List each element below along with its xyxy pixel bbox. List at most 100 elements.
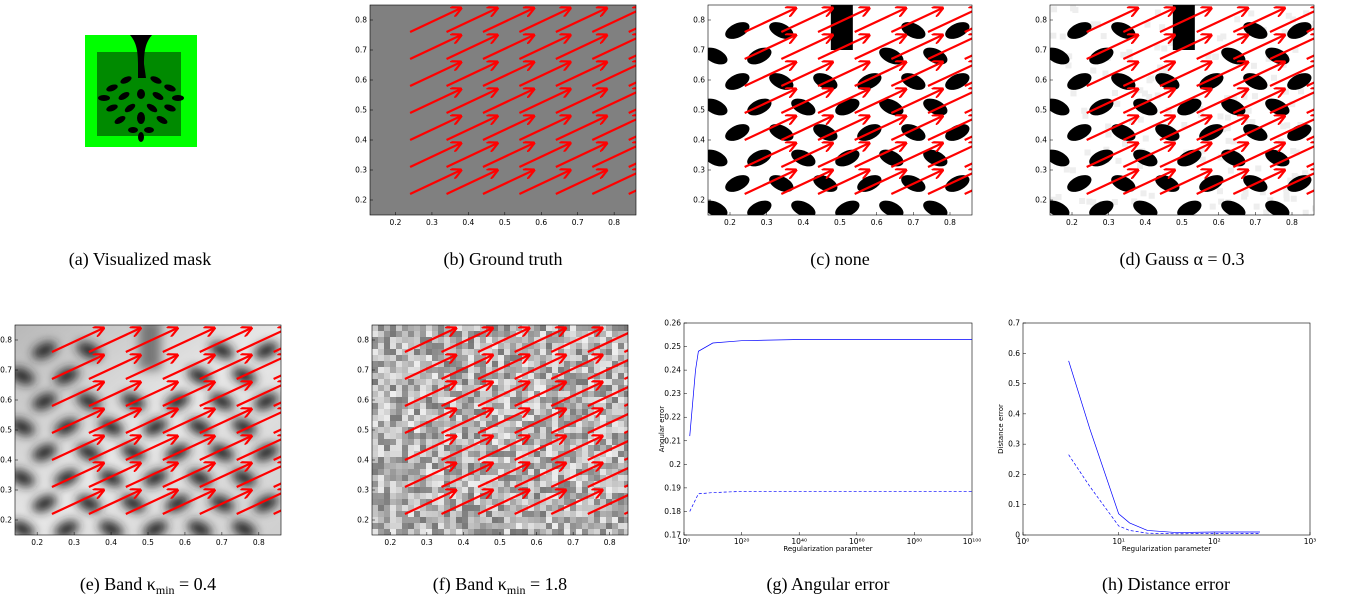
pixel [534, 385, 540, 391]
pixel [528, 349, 534, 355]
pixel [504, 463, 510, 469]
pixel [582, 499, 588, 505]
arrow [199, 490, 252, 515]
pixel [438, 505, 444, 511]
pixel [504, 529, 510, 535]
pixel [588, 373, 594, 379]
pixel [456, 505, 462, 511]
pixel [618, 397, 624, 403]
arrow [1086, 62, 1138, 87]
pixel [546, 337, 552, 343]
arrow [744, 143, 796, 168]
pixel [384, 451, 390, 457]
pixel [546, 391, 552, 397]
pixel [420, 505, 426, 511]
arrow [1122, 116, 1174, 141]
pixel [426, 409, 432, 415]
pixel [516, 349, 522, 355]
y-tick-label: 0.6 [0, 396, 12, 405]
noise [1217, 154, 1224, 161]
pixel [462, 469, 468, 475]
pixel [570, 445, 576, 451]
pixel [582, 391, 588, 397]
pixel [522, 421, 528, 427]
pixel [528, 415, 534, 421]
pixel [390, 379, 396, 385]
pixel [396, 451, 402, 457]
arrow [514, 409, 566, 434]
pixel [390, 421, 396, 427]
pixel [390, 505, 396, 511]
pixel [396, 397, 402, 403]
y-tick-label: 0.7 [355, 46, 367, 55]
y-tick-label: 0.7 [693, 46, 705, 55]
pixel [450, 445, 456, 451]
noise [1283, 185, 1290, 192]
pixel [384, 373, 390, 379]
pixel [474, 331, 480, 337]
line-series [1068, 360, 1260, 533]
pixel [498, 505, 504, 511]
pixel [378, 415, 384, 421]
pixel [498, 337, 504, 343]
arrow [446, 143, 498, 168]
pixel [504, 403, 510, 409]
noise [1072, 6, 1079, 13]
pixel [504, 493, 510, 499]
pixel [408, 349, 414, 355]
pixel [408, 325, 414, 331]
y-tick-label: 0.5 [1035, 106, 1047, 115]
x-tick-label: 0.3 [426, 218, 438, 227]
pixel [474, 361, 480, 367]
pixel [510, 433, 516, 439]
pixel [480, 343, 486, 349]
pixel [372, 385, 378, 391]
pixel [516, 475, 522, 481]
y-tick-label: 0.4 [355, 136, 367, 145]
noise [1111, 90, 1118, 97]
pixel [576, 385, 582, 391]
pixel [612, 397, 618, 403]
pixel [468, 337, 474, 343]
caption: (e) Band κmin = 0.4 [80, 574, 216, 597]
pixel [426, 343, 432, 349]
pixel [570, 325, 576, 331]
x-tick-label: 0.6 [531, 538, 543, 547]
pixel [432, 349, 438, 355]
noise [1121, 140, 1128, 147]
blob [1221, 200, 1246, 215]
pixel [450, 373, 456, 379]
pixel [504, 481, 510, 487]
y-tick-label: 0.2 [357, 516, 369, 525]
pixel [558, 361, 564, 367]
pixel [564, 385, 570, 391]
y-tick-label: 0.2 [669, 460, 681, 469]
pixel [492, 493, 498, 499]
blob [1089, 200, 1114, 215]
pixel [612, 343, 618, 349]
pixel [534, 433, 540, 439]
noise [1063, 166, 1070, 173]
pixel [600, 331, 606, 337]
pixel [594, 367, 600, 373]
pixel [438, 349, 444, 355]
pixel [378, 331, 384, 337]
pixel [564, 439, 570, 445]
arrow [1159, 89, 1211, 114]
pixel [372, 409, 378, 415]
pixel [540, 511, 546, 517]
pixel [516, 397, 522, 403]
pixel [474, 523, 480, 529]
noise [1090, 199, 1097, 206]
pixel [624, 529, 628, 535]
arrow [441, 382, 492, 407]
noise [1225, 137, 1232, 144]
pixel [624, 523, 628, 529]
pixel [534, 505, 540, 511]
pixel [564, 403, 570, 409]
pixel [522, 529, 528, 535]
pixel [540, 385, 546, 391]
pixel [420, 397, 426, 403]
pixel [594, 475, 600, 481]
pixel [408, 331, 414, 337]
